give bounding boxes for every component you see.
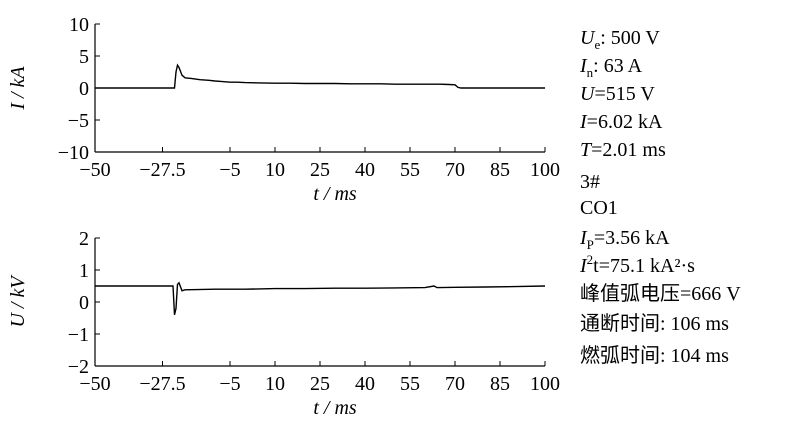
y-tick-label: −5 [68,110,89,132]
subscript: n [587,65,594,80]
annotation: Ue: 500 V [580,27,660,52]
text: : 500 V [600,27,660,49]
x-tick-label: 10 [265,373,285,395]
annotation-line: I2t=75.1 kA²·s [579,252,695,277]
annotation-line: T=2.01 ms [580,139,666,161]
y-tick-label: 0 [79,78,89,100]
x-tick-label: 40 [355,373,375,395]
text: =3.56 kA [594,227,670,249]
y-tick-label: 2 [79,228,89,250]
x-tick-label: 25 [310,159,330,181]
text: 3# [580,171,600,193]
text: 峰值弧电压=666 V [580,282,741,305]
x-tick-label: 85 [490,159,510,181]
x-tick-label: −27.5 [139,159,185,181]
y-axis-label: I / kA [7,66,29,111]
annotation: CO1 [580,197,618,219]
y-tick-label: 10 [69,14,89,36]
x-tick-label: −27.5 [139,373,185,395]
annotation-line: In: 63 A [579,55,643,80]
annotation-line: 峰值弧电压=666 V [580,282,741,305]
data-line [95,281,546,315]
annotation: In: 63 A [579,55,643,80]
symbol: T [580,139,593,161]
x-axis-label: t / ms [313,183,357,205]
annotation: 峰值弧电压=666 V [580,282,741,305]
annotation: I=6.02 kA [579,111,663,133]
y-tick-label: 1 [79,260,89,282]
x-tick-label: 55 [400,159,420,181]
x-tick-label: 100 [530,373,560,395]
text: 通断时间: 106 ms [580,312,729,335]
x-tick-label: 25 [310,373,330,395]
text: 燃弧时间: 104 ms [580,344,729,367]
x-tick-label: 70 [445,159,465,181]
text: =515 V [594,83,655,105]
x-tick-label: 70 [445,373,465,395]
y-axis-label: U / kV [7,274,29,328]
superscript: 2 [587,252,594,267]
symbol: I [579,227,588,249]
annotation: 燃弧时间: 104 ms [580,344,729,367]
annotation: 通断时间: 106 ms [580,312,729,335]
symbol: U [580,83,596,105]
annotation-line: 燃弧时间: 104 ms [580,344,729,367]
annotation-line: I=6.02 kA [579,111,663,133]
x-tick-label: −50 [79,373,110,395]
text: =2.01 ms [591,139,666,161]
y-tick-label: −2 [68,356,89,378]
y-tick-label: −1 [68,324,89,346]
subscript: e [594,37,600,52]
subscript: P [587,237,594,252]
annotation-line: IP=3.56 kA [579,227,670,252]
data-line [95,63,545,89]
x-tick-label: −5 [219,159,240,181]
annotation: 3# [580,171,600,193]
text: CO1 [580,197,618,219]
x-tick-label: 100 [530,159,560,181]
annotation-line: 3# [580,171,600,193]
annotation-line: CO1 [580,197,618,219]
x-tick-label: 40 [355,159,375,181]
symbol: I [579,111,588,133]
symbol: I [579,55,588,77]
y-tick-label: 0 [79,292,89,314]
annotation-line: U=515 V [580,83,655,105]
symbol: U [580,27,596,49]
text: =6.02 kA [587,111,663,133]
text: : 63 A [593,55,642,77]
x-tick-label: −5 [219,373,240,395]
text: t=75.1 kA²·s [593,255,695,277]
annotation: I2t=75.1 kA²·s [579,252,695,277]
x-tick-label: 55 [400,373,420,395]
y-tick-label: −10 [58,142,89,164]
annotation-line: 通断时间: 106 ms [580,312,729,335]
x-tick-label: 85 [490,373,510,395]
annotation: T=2.01 ms [580,139,666,161]
annotation: U=515 V [580,83,655,105]
annotation-line: Ue: 500 V [580,27,660,52]
x-axis-label: t / ms [313,397,357,419]
symbol: I [579,255,588,277]
annotation: IP=3.56 kA [579,227,670,252]
x-tick-label: −50 [79,159,110,181]
x-tick-label: 10 [265,159,285,181]
y-tick-label: 5 [79,46,89,68]
